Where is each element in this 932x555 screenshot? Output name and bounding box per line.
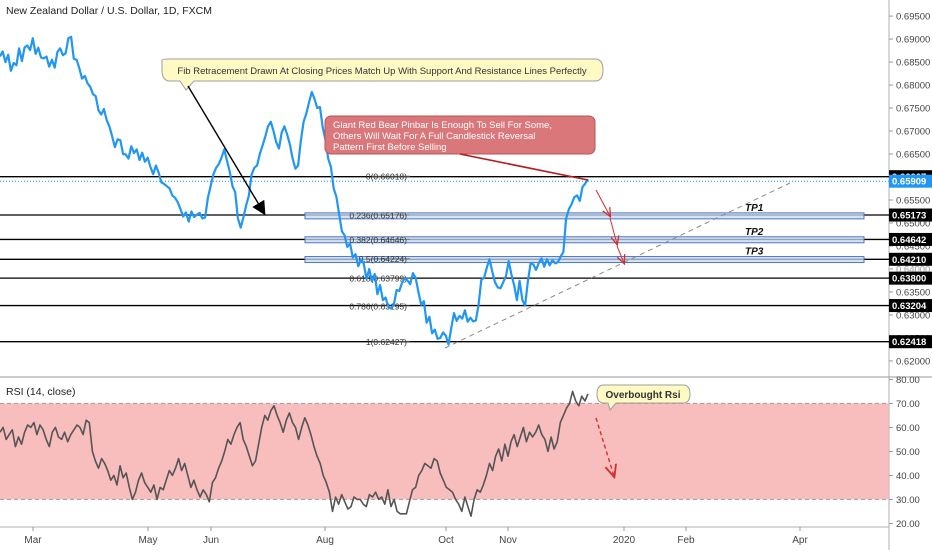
fib-level-label: 0(0.66018) bbox=[366, 172, 407, 182]
rsi-tick-label: 40.00 bbox=[896, 471, 920, 482]
price-axis-tag-label: 0.64210 bbox=[892, 255, 926, 266]
tp-zone-box bbox=[304, 256, 865, 264]
time-tick-label: Feb bbox=[677, 535, 695, 546]
price-axis-tag-label: 0.63204 bbox=[892, 301, 927, 312]
price-tick-label: 0.67000 bbox=[896, 127, 930, 138]
dashed-trendline bbox=[444, 182, 791, 349]
tp-zones: TP1 TP2 TP3 bbox=[304, 203, 865, 264]
fib-callout: Fib Retracement Drawn At Closing Prices … bbox=[161, 58, 604, 91]
price-axis-tag-label: 0.65173 bbox=[892, 211, 926, 222]
time-tick-label: 2020 bbox=[613, 535, 636, 546]
price-axis-tag bbox=[889, 299, 932, 313]
rsi-callout: Overbought Rsi bbox=[596, 384, 691, 412]
fib-level-label: 0.618(0.63799) bbox=[349, 274, 407, 284]
tp-zone-box bbox=[304, 212, 865, 220]
price-tick-label: 0.64000 bbox=[896, 264, 930, 275]
price-axis-tag-label: 0.63800 bbox=[892, 274, 926, 285]
price-tick-label: 0.66500 bbox=[896, 150, 930, 161]
fib-level-labels: 0(0.66018) 0.236(0.65176) 0.382(0.64646) 0.… bbox=[349, 172, 410, 347]
tp-label: TP1 bbox=[745, 203, 764, 214]
fib-level-label: 0.786(0.63195) bbox=[349, 301, 407, 311]
time-tick-label: May bbox=[139, 535, 158, 546]
tp-label: TP3 bbox=[745, 247, 764, 258]
price-axis-tag bbox=[889, 335, 932, 349]
time-tick-label: Jun bbox=[203, 535, 219, 546]
price-tick-label: 0.65000 bbox=[896, 218, 930, 229]
rsi-series-line bbox=[0, 390, 589, 517]
pinbar-callout-line2: Others Will Wait For A Full Candlestick … bbox=[333, 131, 535, 142]
fib-level-label: 0.5(0.64224) bbox=[359, 254, 407, 264]
rsi-tick-label: 80.00 bbox=[896, 375, 920, 386]
price-tick-label: 0.65500 bbox=[896, 195, 930, 206]
price-axis-tags: 0.660070.659090.651730.646420.642100.638… bbox=[889, 170, 932, 349]
chart-title: New Zealand Dollar / U.S. Dollar, 1D, FX… bbox=[6, 5, 212, 17]
rsi-tick-label: 20.00 bbox=[896, 519, 920, 530]
price-axis-tag bbox=[889, 208, 932, 222]
price-tick-label: 0.63500 bbox=[896, 287, 930, 298]
price-axis-tag-label: 0.64642 bbox=[892, 235, 926, 246]
price-tick-label: 0.69000 bbox=[896, 35, 930, 46]
fib-level-label: 1(0.62427) bbox=[366, 337, 407, 347]
rsi-tick-label: 60.00 bbox=[896, 423, 920, 434]
price-axis-tag bbox=[889, 232, 932, 246]
rsi-title: RSI (14, close) bbox=[6, 386, 75, 398]
time-tick-label: Mar bbox=[24, 535, 42, 546]
pinbar-callout-line1: Giant Red Bear Pinbar Is Enough To Sell … bbox=[333, 120, 552, 131]
price-axis-tag bbox=[889, 174, 932, 188]
pinbar-callout-line3: Pattern First Before Selling bbox=[333, 142, 447, 153]
price-axis-tag bbox=[889, 271, 932, 285]
price-tick-label: 0.69500 bbox=[896, 12, 930, 23]
fib-level-label: 0.236(0.65176) bbox=[349, 210, 407, 220]
time-axis-ticks: Mar May Jun Aug Oct Nov 2020 Feb Apr bbox=[24, 527, 808, 546]
rsi-tick-label: 70.00 bbox=[896, 399, 920, 410]
price-tick-label: 0.68500 bbox=[896, 58, 930, 69]
tp-label: TP2 bbox=[745, 227, 764, 238]
tp-zone-box bbox=[304, 236, 865, 244]
pinbar-callout-pointer bbox=[459, 153, 589, 181]
rsi-down-arrow bbox=[595, 417, 614, 476]
pinbar-callout: Giant Red Bear Pinbar Is Enough To Sell … bbox=[324, 115, 596, 155]
price-tick-label: 0.62000 bbox=[896, 356, 930, 367]
price-axis-tag-label: 0.62418 bbox=[892, 337, 926, 348]
time-tick-label: Oct bbox=[438, 535, 454, 546]
red-arrow-tp1 bbox=[595, 189, 610, 216]
rsi-callout-text: Overbought Rsi bbox=[605, 390, 680, 401]
fib-callout-text: Fib Retracement Drawn At Closing Prices … bbox=[177, 66, 586, 77]
red-arrow-tp2 bbox=[609, 217, 617, 244]
rsi-tick-label: 50.00 bbox=[896, 447, 920, 458]
red-arrow-tp3 bbox=[616, 245, 624, 263]
price-tick-label-faint: 0.64000 bbox=[896, 264, 930, 275]
price-axis-tag bbox=[889, 252, 932, 266]
fib-level-label: 0.382(0.64646) bbox=[349, 235, 407, 245]
time-tick-label: Apr bbox=[792, 535, 808, 546]
price-series-line bbox=[0, 35, 589, 346]
time-tick-label: Nov bbox=[499, 535, 517, 546]
price-tick-label: 0.67500 bbox=[896, 104, 930, 115]
price-tick-label: 0.68000 bbox=[896, 81, 930, 92]
rsi-axis-ticks: 80.00 70.00 60.00 50.00 40.00 30.00 20.00 bbox=[889, 375, 920, 530]
price-axis-tag-label: 0.65909 bbox=[892, 177, 926, 188]
price-tick-label: 0.64500 bbox=[896, 241, 930, 252]
fib-callout-arrow bbox=[187, 85, 266, 216]
rsi-tick-label: 30.00 bbox=[896, 495, 920, 506]
price-tick-label: 0.63000 bbox=[896, 310, 930, 321]
time-tick-label: Aug bbox=[316, 535, 334, 546]
